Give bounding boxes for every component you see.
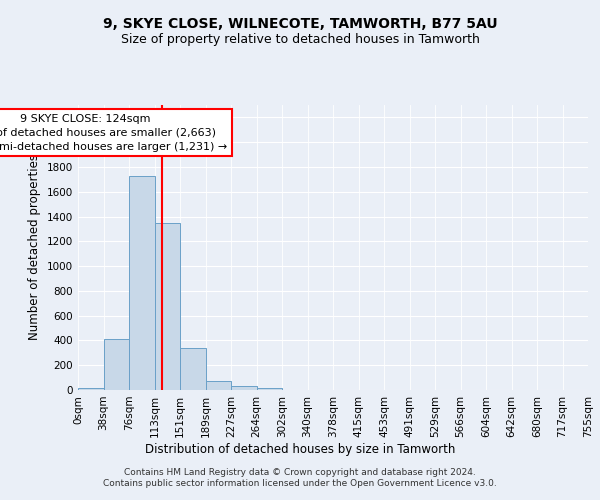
Text: 9 SKYE CLOSE: 124sqm
← 68% of detached houses are smaller (2,663)
31% of semi-de: 9 SKYE CLOSE: 124sqm ← 68% of detached h…	[0, 114, 227, 152]
Bar	[104, 339, 129, 390]
Text: Contains HM Land Registry data © Crown copyright and database right 2024.
Contai: Contains HM Land Registry data © Crown c…	[103, 468, 497, 487]
Text: Distribution of detached houses by size in Tamworth: Distribution of detached houses by size …	[145, 442, 455, 456]
Bar	[78, 388, 104, 390]
Bar	[129, 176, 155, 390]
Bar	[205, 380, 231, 390]
Bar	[231, 386, 257, 390]
Bar	[180, 348, 205, 390]
Bar	[155, 224, 180, 390]
Bar	[257, 388, 282, 390]
Text: Size of property relative to detached houses in Tamworth: Size of property relative to detached ho…	[121, 32, 479, 46]
Text: 9, SKYE CLOSE, WILNECOTE, TAMWORTH, B77 5AU: 9, SKYE CLOSE, WILNECOTE, TAMWORTH, B77 …	[103, 18, 497, 32]
Y-axis label: Number of detached properties: Number of detached properties	[28, 154, 41, 340]
